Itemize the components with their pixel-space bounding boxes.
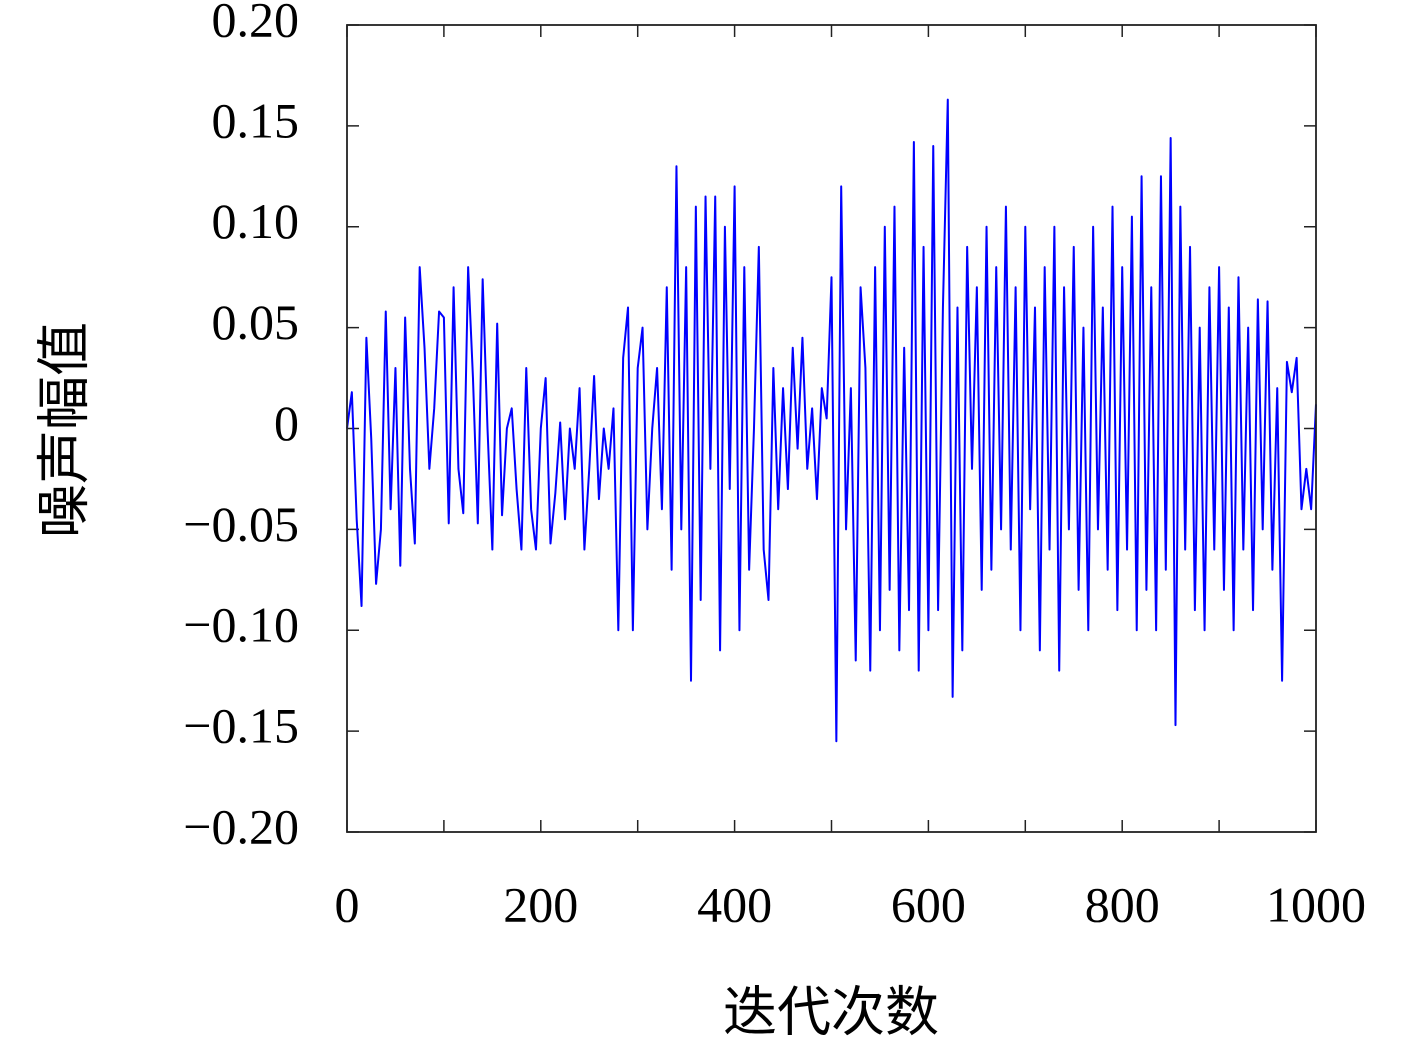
x-tick-label: 200	[503, 876, 578, 932]
y-tick-label: 0.05	[212, 294, 300, 350]
x-axis-label: 迭代次数	[723, 982, 939, 1042]
y-tick-label: −0.10	[183, 597, 299, 653]
y-tick-label: 0.20	[212, 0, 300, 47]
y-tick-label: 0	[274, 395, 299, 451]
y-tick-label: −0.20	[183, 798, 299, 854]
plot-frame	[346, 24, 1317, 833]
y-tick-label: −0.15	[183, 698, 299, 754]
y-tick-label: −0.05	[183, 496, 299, 552]
y-tick-label: 0.10	[212, 193, 300, 249]
x-tick-label: 400	[697, 876, 772, 932]
x-tick-label: 1000	[1266, 876, 1366, 932]
x-tick-label: 0	[335, 876, 360, 932]
y-tick-label: 0.15	[212, 92, 300, 148]
data-line	[346, 98, 1317, 743]
x-tick-label: 600	[891, 876, 966, 932]
x-tick-label: 800	[1085, 876, 1160, 932]
y-axis-label: 噪声幅值	[34, 322, 94, 538]
